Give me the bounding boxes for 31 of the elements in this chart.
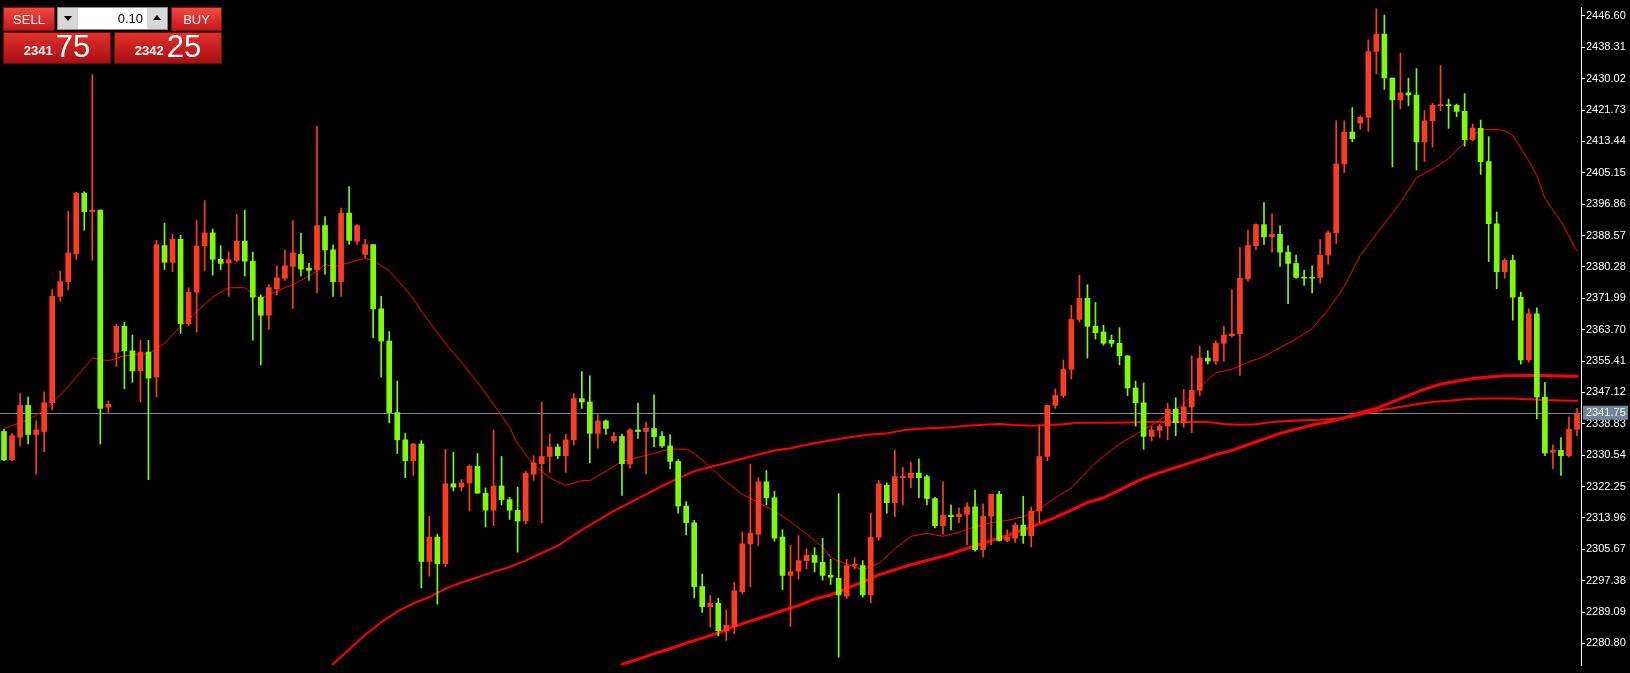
y-tick-label: 2438.31 bbox=[1586, 40, 1626, 53]
annotation: 25 bbox=[166, 29, 202, 64]
y-tick-label: 2330.54 bbox=[1586, 448, 1626, 461]
y-tick-label: 2338.83 bbox=[1586, 416, 1626, 429]
y-tick-label: 2347.12 bbox=[1586, 385, 1626, 398]
y-tick-label: 2430.02 bbox=[1586, 71, 1626, 84]
annotation: 75 bbox=[55, 29, 91, 64]
y-tick-label: 2355.41 bbox=[1586, 354, 1626, 367]
buy-button: BUY bbox=[171, 7, 222, 31]
y-tick-label: 2396.86 bbox=[1586, 197, 1626, 210]
price-box: 2342 25 bbox=[114, 32, 222, 64]
y-tick-label: 2405.15 bbox=[1586, 165, 1626, 178]
sell-button: SELL bbox=[3, 7, 55, 31]
y-tick-label: 2363.70 bbox=[1586, 322, 1626, 335]
price-box: 2341 75 bbox=[3, 32, 111, 64]
y-tick-label: 2322.25 bbox=[1586, 479, 1626, 492]
text-field: 0.10 bbox=[78, 8, 147, 29]
y-tick-label: 2305.67 bbox=[1586, 542, 1626, 555]
y-tick-label: 2380.28 bbox=[1586, 259, 1626, 272]
annotation: 2341 bbox=[23, 43, 53, 58]
ref-line-label: 2341.75 bbox=[1586, 405, 1626, 418]
y-tick-label: 2388.57 bbox=[1586, 228, 1626, 241]
y-tick-label: 2371.99 bbox=[1586, 291, 1626, 304]
y-tick-label: 2280.80 bbox=[1586, 636, 1626, 649]
y-tick-label: 2421.73 bbox=[1586, 103, 1626, 116]
y-tick-label: 2297.38 bbox=[1586, 573, 1626, 586]
y-tick-label: 2313.96 bbox=[1586, 510, 1626, 523]
y-tick-label: 2446.60 bbox=[1586, 8, 1626, 21]
y-tick-label: 2413.44 bbox=[1586, 134, 1626, 147]
y-tick-label: 2289.09 bbox=[1586, 605, 1626, 618]
annotation: 2342 bbox=[134, 43, 164, 58]
